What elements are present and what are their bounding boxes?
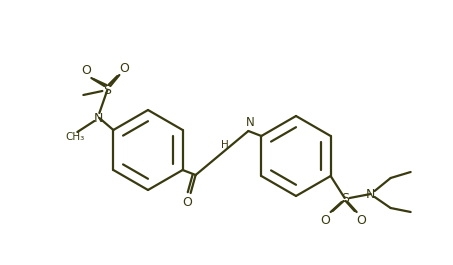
Text: N: N	[94, 112, 103, 125]
Text: H: H	[221, 140, 229, 150]
Text: O: O	[321, 214, 331, 227]
Text: N: N	[246, 117, 255, 130]
Text: O: O	[183, 197, 193, 210]
Text: S: S	[103, 83, 111, 96]
Text: O: O	[82, 64, 92, 77]
Text: CH₃: CH₃	[66, 132, 85, 142]
Text: O: O	[357, 214, 366, 227]
Text: N: N	[366, 188, 376, 201]
Text: O: O	[120, 61, 129, 74]
Text: S: S	[341, 192, 349, 205]
